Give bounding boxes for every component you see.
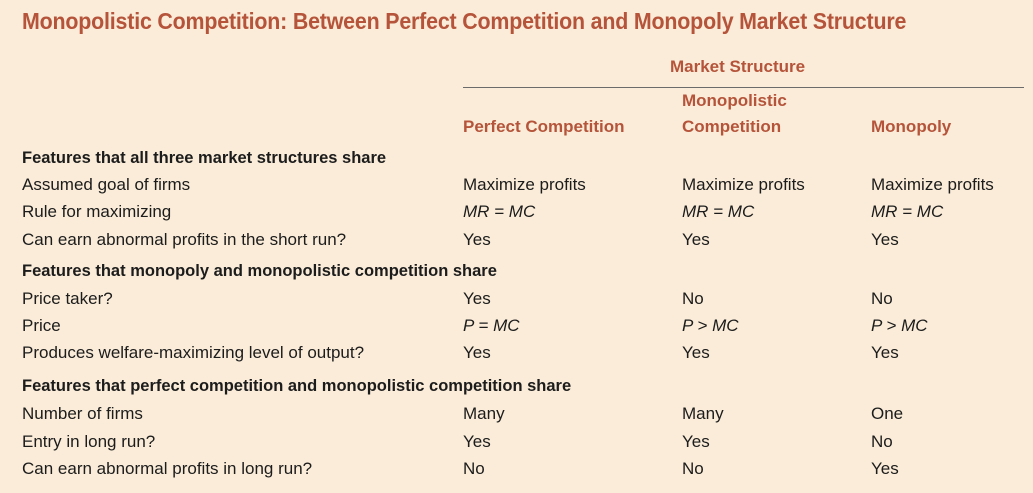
cell-perfect-competition: Yes	[463, 289, 491, 308]
table-row: Assumed goal of firms Maximize profits M…	[0, 173, 1033, 197]
cell-perfect-competition: Yes	[463, 230, 491, 249]
row-label: Rule for maximizing	[22, 202, 172, 221]
table-row: Can earn abnormal profits in the short r…	[0, 228, 1033, 252]
cell-monopoly: P > MC	[871, 316, 928, 335]
section-heading: Features that all three market structure…	[22, 149, 387, 167]
cell-monopolistic-competition: Yes	[682, 343, 710, 362]
cell-monopolistic-competition: No	[682, 459, 704, 478]
cell-monopoly: Maximize profits	[871, 175, 994, 194]
row-label: Produces welfare-maximizing level of out…	[22, 343, 365, 362]
row-label: Number of firms	[22, 404, 143, 423]
cell-perfect-competition: Yes	[463, 432, 491, 451]
table-row: Price P = MC P > MC P > MC	[0, 314, 1033, 338]
section-heading: Features that perfect competition and mo…	[22, 377, 572, 395]
cell-monopolistic-competition: No	[682, 289, 704, 308]
column-header-monopolistic-competition: Monopolistic Competition	[682, 88, 787, 140]
cell-monopolistic-competition: Yes	[682, 432, 710, 451]
cell-perfect-competition: Yes	[463, 343, 491, 362]
cell-perfect-competition: P = MC	[463, 316, 520, 335]
cell-monopoly: One	[871, 404, 904, 423]
row-label: Price taker?	[22, 289, 113, 308]
cell-monopolistic-competition: Maximize profits	[682, 175, 805, 194]
cell-perfect-competition: MR = MC	[463, 202, 536, 221]
header-divider	[463, 87, 1024, 88]
table-row: Produces welfare-maximizing level of out…	[0, 341, 1033, 365]
cell-perfect-competition: No	[463, 459, 485, 478]
table-row: Rule for maximizing MR = MC MR = MC MR =…	[0, 200, 1033, 224]
row-label: Assumed goal of firms	[22, 175, 191, 194]
cell-monopoly: MR = MC	[871, 202, 944, 221]
cell-monopoly: No	[871, 432, 893, 451]
table-row: Entry in long run? Yes Yes No	[0, 430, 1033, 454]
row-label: Entry in long run?	[22, 432, 156, 451]
row-label: Price	[22, 316, 61, 335]
cell-monopoly: No	[871, 289, 893, 308]
column-header-monopolistic-line-1: Monopolistic	[682, 91, 787, 110]
table-row: Price taker? Yes No No	[0, 287, 1033, 311]
cell-monopolistic-competition: Yes	[682, 230, 710, 249]
cell-perfect-competition: Maximize profits	[463, 175, 586, 194]
cell-monopolistic-competition: Many	[682, 404, 724, 423]
cell-monopolistic-competition: MR = MC	[682, 202, 755, 221]
column-header-monopoly: Monopoly	[871, 117, 952, 136]
row-label: Can earn abnormal profits in the short r…	[22, 230, 347, 249]
cell-perfect-competition: Many	[463, 404, 505, 423]
table-row: Number of firms Many Many One	[0, 402, 1033, 426]
section-heading: Features that monopoly and monopolistic …	[22, 262, 497, 280]
page-title: Monopolistic Competition: Between Perfec…	[22, 8, 907, 34]
table-row: Can earn abnormal profits in long run? N…	[0, 457, 1033, 481]
cell-monopoly: Yes	[871, 230, 899, 249]
cell-monopolistic-competition: P > MC	[682, 316, 739, 335]
column-header-monopolistic-line-2: Competition	[682, 117, 782, 136]
row-label: Can earn abnormal profits in long run?	[22, 459, 313, 478]
column-header-perfect-competition: Perfect Competition	[463, 117, 625, 136]
cell-monopoly: Yes	[871, 459, 899, 478]
cell-monopoly: Yes	[871, 343, 899, 362]
market-structure-header: Market Structure	[670, 57, 806, 76]
